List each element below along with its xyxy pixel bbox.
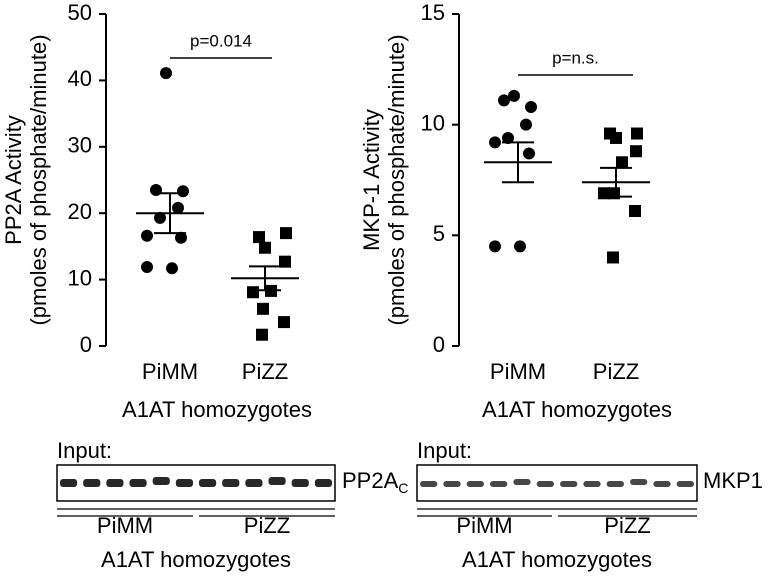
data-point: [175, 231, 187, 244]
group-label: PiMM: [97, 513, 153, 538]
data-point: [514, 240, 526, 253]
blot-band: [199, 479, 217, 487]
x-axis-label: A1AT homozygotes: [482, 397, 672, 422]
blot-band: [268, 477, 286, 485]
blot-band: [676, 481, 694, 487]
protein-label: MKP1: [703, 468, 763, 493]
blot-frame: [416, 464, 698, 502]
y-tick-label: 5: [433, 221, 445, 246]
data-point: [607, 251, 619, 264]
blot-label: Input:: [417, 438, 472, 463]
p-value: p=0.014: [190, 31, 252, 50]
data-point: [520, 118, 532, 131]
data-point: [508, 89, 520, 102]
data-point: [257, 302, 269, 315]
data-point: [489, 136, 501, 149]
group-label: PiZZ: [604, 513, 650, 538]
x-tick-label: PiZZ: [242, 359, 288, 384]
x-axis-label: A1AT homozygotes: [122, 397, 312, 422]
y-tick-label: 10: [421, 110, 445, 135]
y-axis-label: (pmoles of phosphate/minute): [384, 34, 409, 325]
blot-band: [560, 481, 578, 487]
data-point: [141, 260, 153, 273]
blot-band: [106, 479, 124, 487]
data-point: [256, 328, 268, 341]
blot-band: [60, 479, 78, 487]
y-tick-label: 40: [68, 66, 92, 91]
data-point: [523, 147, 535, 160]
data-point: [259, 241, 271, 254]
data-point: [160, 67, 172, 80]
protein-label: PP2AC: [342, 468, 408, 496]
data-point: [616, 156, 628, 169]
data-point: [279, 255, 291, 268]
group-label: PiMM: [456, 513, 512, 538]
y-tick-label: 0: [433, 332, 445, 357]
data-point: [154, 211, 166, 224]
blot-xlabel: A1AT homozygotes: [462, 547, 652, 572]
data-point: [498, 94, 510, 107]
blot-band: [490, 481, 508, 487]
blot-band: [314, 479, 332, 487]
y-tick-label: 10: [68, 265, 92, 290]
blot-band: [83, 479, 101, 487]
blot-band: [466, 481, 484, 487]
y-axis-label: (pmoles of phosphate/minute): [26, 34, 51, 325]
data-point: [631, 127, 643, 140]
blot-band: [129, 479, 147, 487]
protein-name: MKP1: [703, 468, 763, 493]
y-tick-label: 0: [80, 332, 92, 357]
data-point: [525, 100, 537, 113]
data-point: [502, 131, 514, 144]
group-label: PiZZ: [244, 513, 290, 538]
y-tick-label: 20: [68, 199, 92, 224]
data-point: [141, 229, 153, 242]
blot-band: [245, 479, 263, 487]
data-point: [172, 201, 184, 214]
data-point: [253, 231, 265, 244]
p-value: p=n.s.: [552, 48, 599, 67]
data-point: [280, 227, 292, 240]
blot-band: [630, 479, 648, 485]
blot-band: [443, 481, 461, 487]
blot-label: Input:: [57, 438, 112, 463]
data-point: [177, 185, 189, 198]
x-tick-label: PiMM: [490, 359, 546, 384]
y-tick-label: 30: [68, 133, 92, 158]
y-axis-label: PP2A Activity: [1, 115, 26, 245]
data-point: [629, 204, 641, 217]
x-tick-label: PiZZ: [593, 359, 639, 384]
blot-band: [513, 479, 531, 485]
blot-band: [606, 481, 624, 487]
blot-band: [175, 479, 193, 487]
blot-band: [583, 481, 601, 487]
data-point: [247, 286, 259, 299]
y-tick-label: 15: [421, 0, 445, 25]
y-tick-label: 50: [68, 0, 92, 25]
blot-band: [222, 479, 240, 487]
data-point: [630, 145, 642, 158]
blot-band: [152, 477, 170, 485]
y-axis-label: MKP-1 Activity: [359, 109, 384, 251]
data-point: [278, 316, 290, 329]
blot-band: [536, 481, 554, 487]
blot-band: [653, 481, 671, 487]
blot-xlabel: A1AT homozygotes: [101, 547, 291, 572]
blot-frame: [56, 464, 336, 502]
blot-band: [420, 481, 438, 487]
data-point: [610, 131, 622, 144]
x-tick-label: PiMM: [142, 359, 198, 384]
data-point: [489, 240, 501, 253]
blot-band: [291, 479, 309, 487]
data-point: [166, 262, 178, 275]
protein-name: PP2A: [342, 468, 399, 493]
protein-subscript: C: [398, 480, 408, 496]
